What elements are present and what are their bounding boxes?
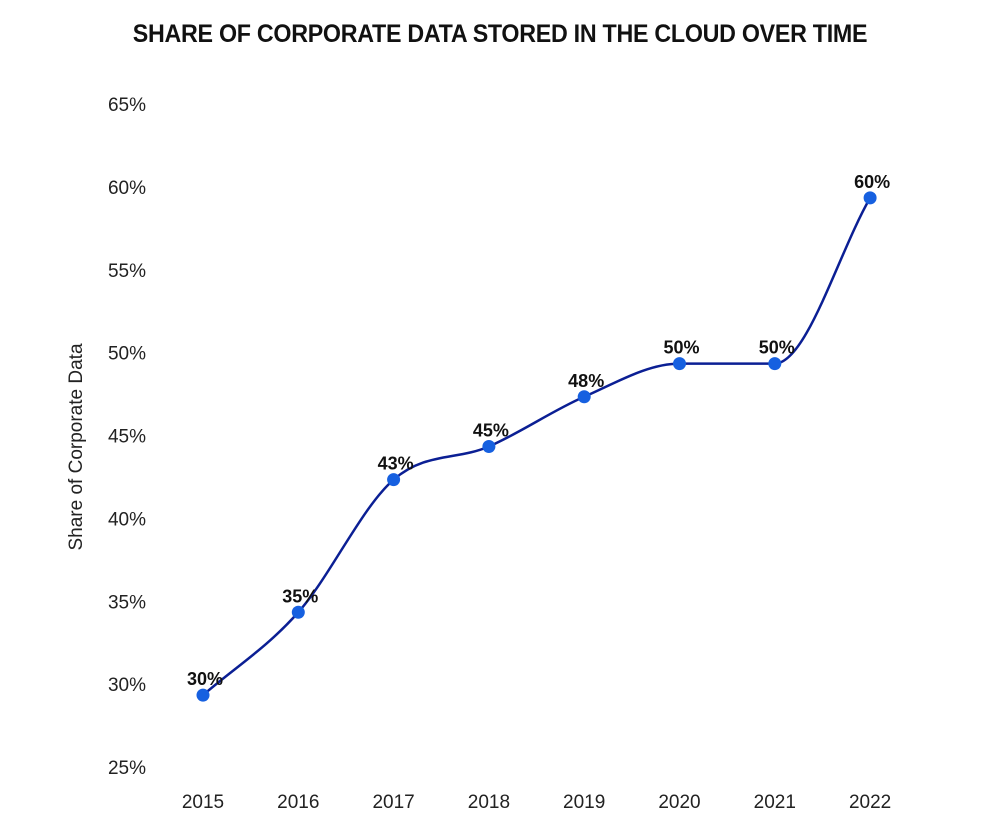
data-label: 43% — [378, 454, 414, 474]
x-tick-label: 2021 — [754, 792, 796, 813]
data-label: 35% — [282, 586, 318, 606]
y-tick-label: 30% — [108, 675, 146, 696]
y-tick-label: 55% — [108, 261, 146, 282]
data-label: 45% — [473, 421, 509, 441]
data-point — [482, 440, 496, 453]
y-tick-label: 40% — [108, 509, 146, 530]
y-tick-label: 50% — [108, 344, 146, 365]
data-label: 50% — [759, 338, 795, 358]
data-point — [291, 605, 305, 619]
data-label: 60% — [854, 172, 890, 192]
chart-title: SHARE OF CORPORATE DATA STORED IN THE CL… — [132, 20, 868, 48]
x-tick-label: 2020 — [658, 792, 700, 813]
x-tick-label: 2018 — [468, 792, 510, 813]
data-point — [768, 357, 782, 371]
data-label: 30% — [187, 669, 223, 689]
series-line — [202, 197, 872, 697]
y-tick-label: 35% — [108, 592, 146, 613]
y-tick-label: 60% — [108, 178, 146, 199]
y-tick-label: 45% — [108, 427, 146, 448]
x-tick-label: 2016 — [277, 792, 319, 813]
data-point — [196, 688, 210, 702]
x-tick-label: 2015 — [182, 792, 224, 813]
data-point — [863, 191, 877, 205]
data-label: 50% — [663, 338, 699, 358]
data-point — [577, 390, 591, 404]
y-tick-label: 25% — [108, 758, 146, 779]
x-tick-label: 2022 — [849, 792, 891, 813]
data-point — [673, 357, 686, 371]
y-axis-label: Share of Corporate Data — [66, 343, 87, 550]
data-label: 48% — [568, 371, 604, 391]
x-tick-label: 2019 — [563, 792, 605, 813]
x-tick-label: 2017 — [372, 792, 414, 813]
y-tick-label: 65% — [108, 95, 146, 116]
data-point — [387, 473, 401, 487]
